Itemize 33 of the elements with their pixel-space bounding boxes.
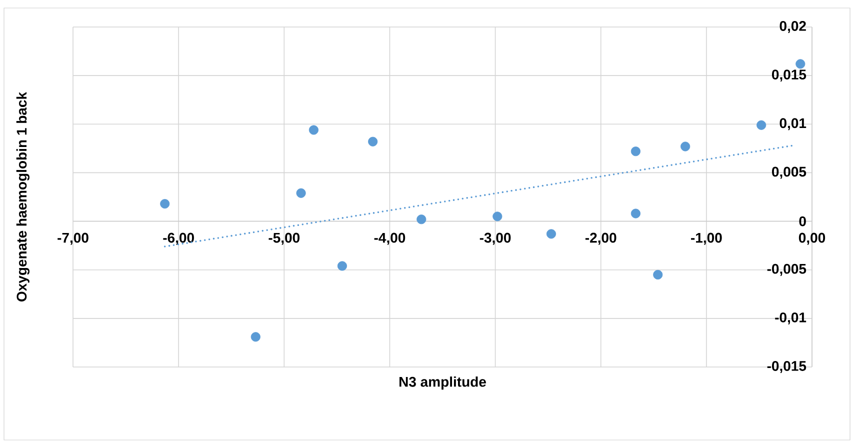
point (546, 229, 556, 239)
x-tick-label: -6,00 (163, 232, 194, 245)
point (653, 270, 663, 280)
y-tick-label: 0,02 (780, 21, 806, 33)
y-tick-label: 0,005 (772, 166, 806, 179)
y-axis-title: Oxygenate haemoglobin 1 back (16, 92, 30, 302)
y-tick-label: 0,01 (780, 118, 806, 130)
y-tick-label: -0,01 (775, 312, 806, 324)
x-tick-label: -4,00 (374, 232, 406, 245)
point (296, 188, 306, 198)
x-tick-label: 0,00 (798, 232, 826, 245)
point (756, 120, 766, 130)
x-axis-title: N3 amplitude (399, 376, 486, 390)
x-tick-label: -2,00 (585, 232, 616, 245)
y-tick-label: -0,005 (767, 264, 806, 276)
point (630, 146, 640, 156)
x-tick-label: -5,00 (268, 232, 300, 245)
point (308, 125, 318, 135)
point (250, 332, 260, 342)
y-tick-label: 0,015 (772, 70, 806, 82)
x-tick-label: -7,00 (58, 232, 88, 245)
x-tick-label: -1,00 (691, 232, 722, 245)
point (368, 136, 378, 146)
y-tick-label: 0 (799, 216, 806, 226)
point (796, 59, 806, 69)
point (160, 199, 170, 209)
point (416, 214, 426, 224)
x-tick-label: -3,00 (480, 232, 511, 245)
y-tick-label: -0,015 (767, 361, 806, 373)
point (337, 261, 347, 271)
point (630, 208, 640, 218)
point (492, 212, 502, 222)
point (680, 142, 690, 152)
